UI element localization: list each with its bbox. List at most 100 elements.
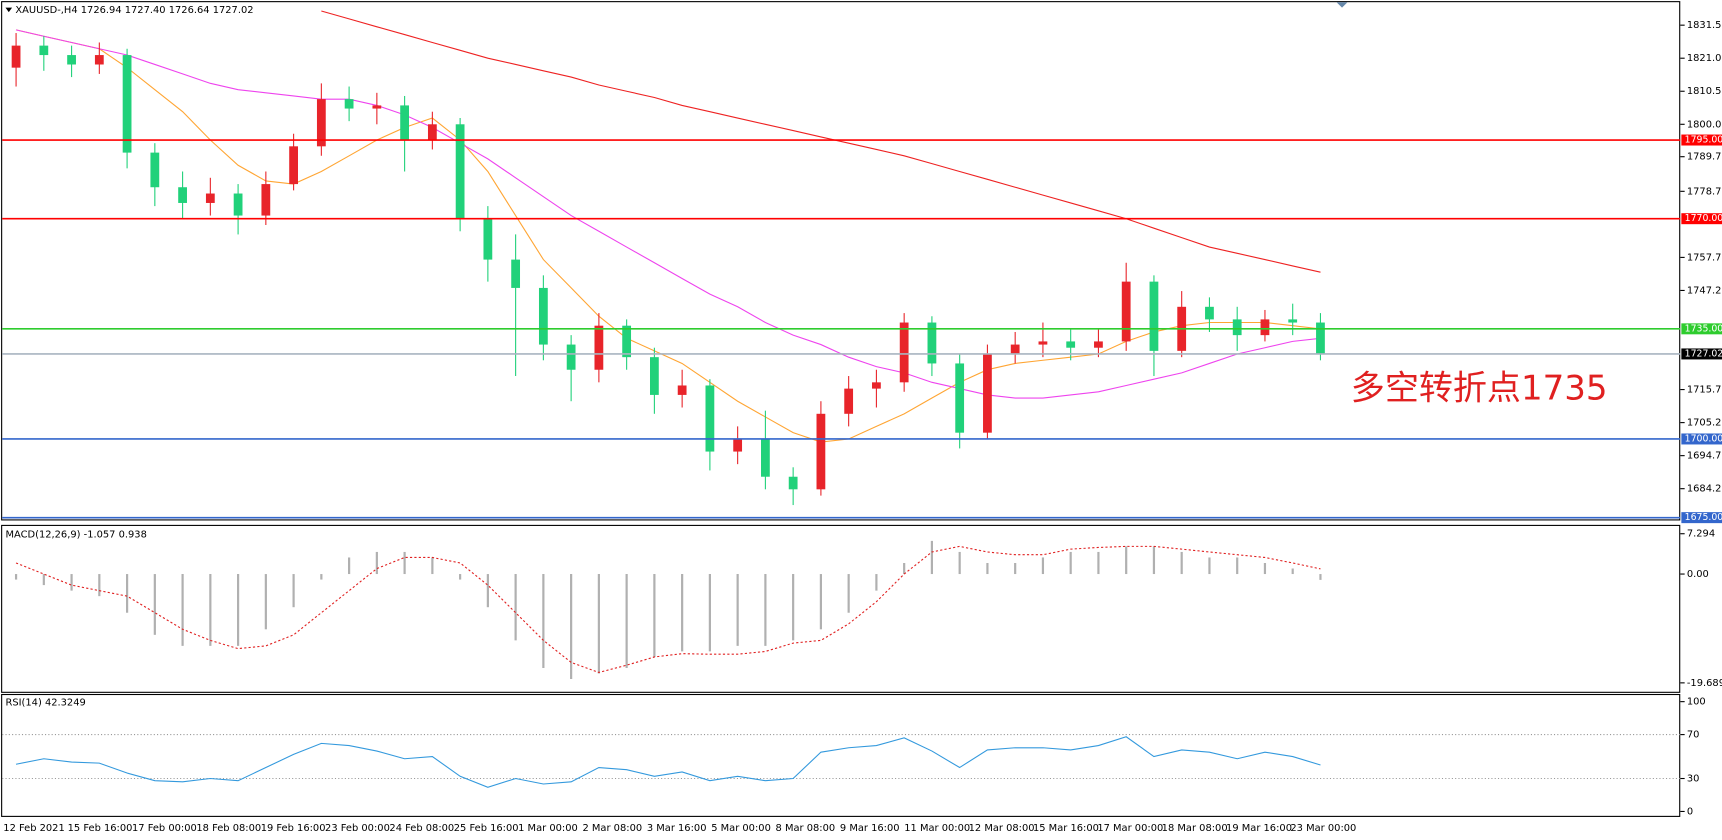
candle-body	[261, 184, 271, 216]
candle-body	[816, 413, 826, 490]
candle-body	[11, 45, 21, 68]
level-label: 1770.00	[1685, 213, 1722, 224]
menu-icon	[5, 7, 13, 13]
candle-body	[67, 55, 76, 65]
y-tick-label: 0	[1687, 806, 1693, 817]
x-tick-label: 9 Mar 16:00	[840, 823, 900, 834]
y-tick-label: 1789.70	[1687, 152, 1722, 163]
candle-body	[289, 146, 298, 185]
candle-body	[733, 438, 743, 452]
candle-body	[1066, 341, 1076, 348]
candle-body	[94, 55, 104, 65]
candle-body	[427, 124, 437, 141]
candle-body	[788, 476, 798, 490]
y-tick-label: 1747.20	[1687, 285, 1722, 296]
candle-body	[150, 152, 160, 188]
y-tick-label: 100	[1687, 697, 1706, 708]
y-tick-label: 1684.20	[1687, 484, 1722, 495]
y-tick-label: 1831.50	[1687, 20, 1722, 31]
x-tick-label: 17 Mar 00:00	[1097, 823, 1163, 834]
candle-body	[927, 322, 937, 364]
price-panel	[1, 1, 1681, 521]
candle-body	[372, 105, 382, 109]
x-tick-label: 11 Mar 00:00	[904, 823, 970, 834]
candle-body	[483, 218, 493, 260]
signal-line	[15, 545, 1321, 674]
annotation: 多空转折点1735	[1351, 368, 1608, 408]
candle-body	[455, 124, 465, 219]
candle-body	[594, 325, 604, 370]
candle-body	[316, 99, 326, 147]
macd-panel	[1, 524, 1681, 693]
x-tick-label: 1 Mar 00:00	[518, 823, 578, 834]
y-tick-label: 1778.70	[1687, 186, 1722, 197]
level-label-box	[1681, 348, 1722, 360]
level-label-box	[1681, 323, 1722, 335]
candle-body	[1121, 281, 1131, 342]
x-tick-label: 18 Mar 08:00	[1162, 823, 1228, 834]
candle-body	[844, 388, 854, 414]
candle-body	[344, 99, 354, 109]
candle-body	[1094, 341, 1103, 348]
x-tick-label: 5 Mar 00:00	[711, 823, 771, 834]
x-tick-label: 24 Feb 08:00	[389, 823, 454, 834]
rsi-title: RSI(14) 42.3249	[5, 698, 85, 709]
candle-body	[1038, 341, 1048, 345]
level-label-box	[1681, 134, 1722, 146]
moving-average	[15, 29, 1321, 443]
x-tick-label: 2 Mar 08:00	[582, 823, 642, 834]
x-tick-label: 8 Mar 08:00	[776, 823, 836, 834]
rsi-line	[15, 736, 1321, 788]
candle-body	[1288, 319, 1298, 323]
candle-body	[1205, 306, 1214, 320]
candle-body	[955, 363, 965, 433]
y-tick-label: 1821.00	[1687, 53, 1722, 64]
x-tick-label: 23 Feb 00:00	[325, 823, 390, 834]
shift-marker	[1336, 2, 1348, 8]
candle-body	[538, 287, 548, 345]
level-label: 1727.02	[1685, 348, 1722, 359]
level-label: 1735.00	[1685, 323, 1722, 334]
x-tick-label: 3 Mar 16:00	[647, 823, 707, 834]
y-tick-label: 1705.20	[1687, 418, 1722, 429]
candle-body	[178, 187, 187, 203]
x-tick-label: 23 Mar 00:00	[1290, 823, 1356, 834]
level-label: 1795.00	[1685, 135, 1722, 146]
candle-body	[649, 357, 659, 395]
moving-average	[321, 10, 1321, 273]
candle-body	[1149, 281, 1159, 351]
candle-body	[1010, 344, 1020, 355]
y-tick-label: 7.294	[1687, 529, 1715, 540]
level-label-box	[1681, 433, 1722, 445]
x-tick-label: 19 Mar 16:00	[1226, 823, 1292, 834]
candle-body	[983, 354, 992, 433]
y-tick-label: -19.689	[1687, 678, 1722, 689]
candle-body	[511, 259, 521, 288]
x-tick-label: 18 Feb 08:00	[196, 823, 261, 834]
rsi-panel	[1, 693, 1681, 817]
y-tick-label: 1800.00	[1687, 119, 1722, 130]
x-tick-label: 17 Feb 00:00	[132, 823, 197, 834]
candle-body	[205, 193, 215, 203]
y-tick-label: 0.00	[1687, 569, 1709, 580]
x-tick-label: 12 Mar 08:00	[969, 823, 1035, 834]
y-tick-label: 1715.70	[1687, 385, 1722, 396]
y-tick-label: 1757.70	[1687, 252, 1722, 263]
candle-body	[1316, 322, 1325, 354]
candle-body	[1260, 319, 1270, 336]
y-tick-label: 30	[1687, 774, 1700, 785]
x-tick-label: 12 Feb 2021	[3, 823, 64, 834]
x-tick-label: 19 Feb 16:00	[261, 823, 326, 834]
candle-body	[566, 344, 576, 370]
candle-body	[400, 105, 410, 141]
candle-body	[1232, 319, 1242, 336]
y-tick-label: 1810.50	[1687, 86, 1722, 97]
candle-body	[899, 322, 909, 383]
candle-body	[872, 382, 881, 389]
macd-title: MACD(12,26,9) -1.057 0.938	[5, 530, 146, 541]
candle-body	[705, 385, 715, 452]
level-label-box	[1681, 213, 1722, 225]
moving-average	[15, 29, 1321, 399]
